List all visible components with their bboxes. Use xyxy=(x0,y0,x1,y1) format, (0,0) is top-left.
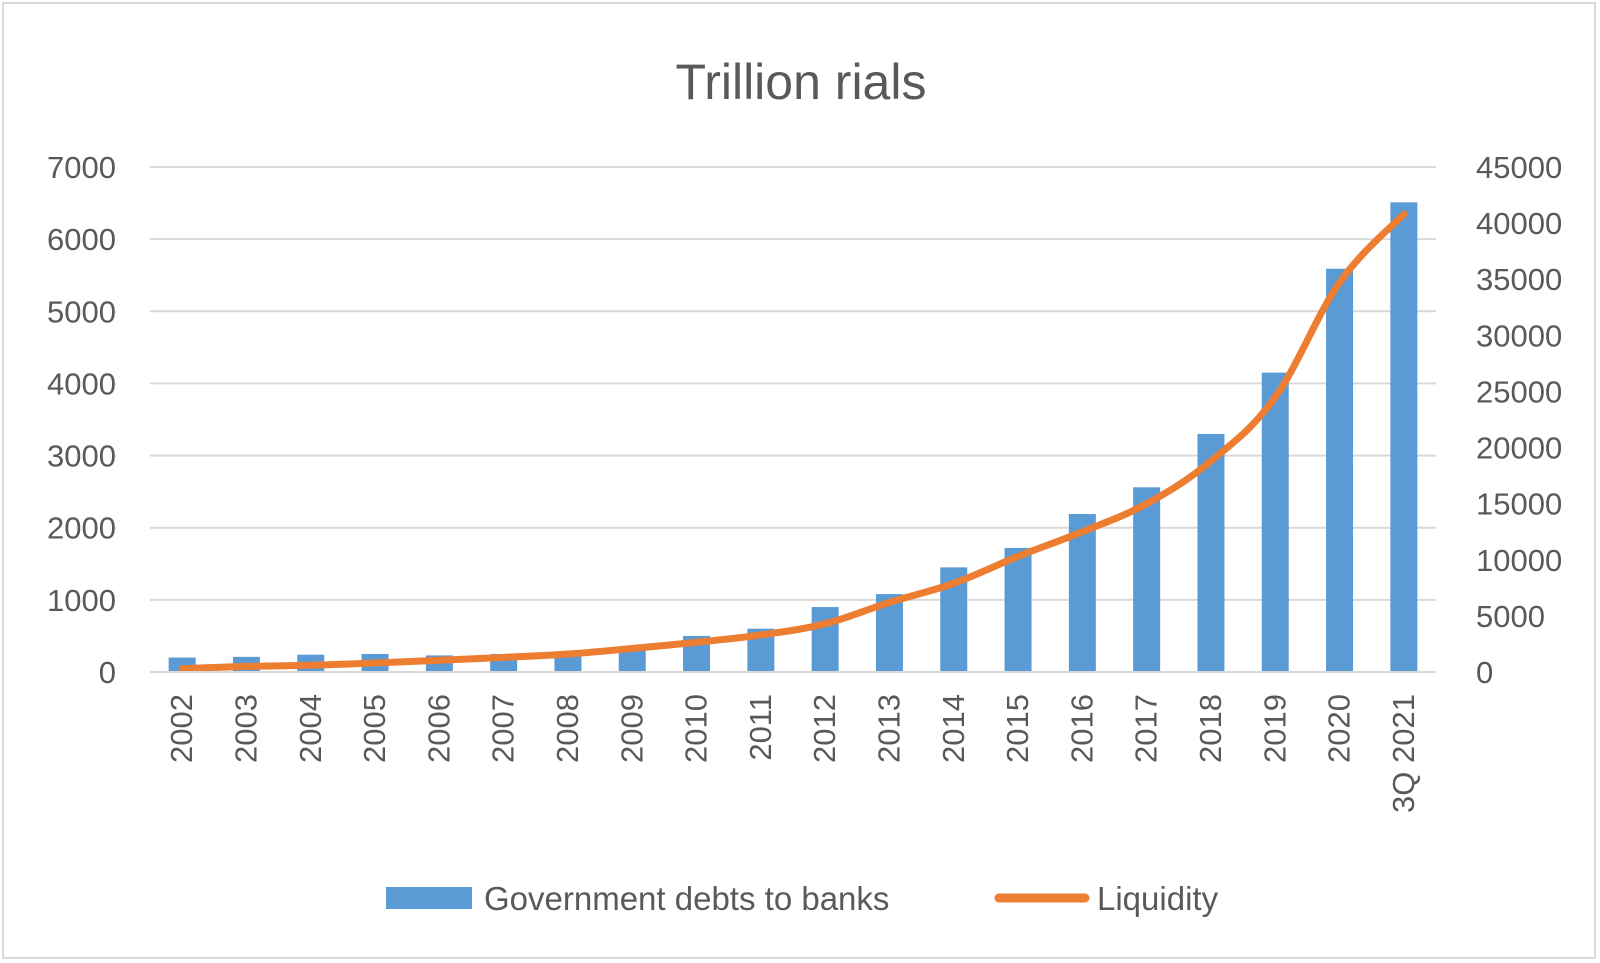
x-tick-label: 2018 xyxy=(1193,694,1228,763)
right-tick-label: 15000 xyxy=(1476,487,1562,522)
right-tick-label: 20000 xyxy=(1476,431,1562,466)
left-tick-label: 5000 xyxy=(47,294,116,329)
chart-title: Trillion rials xyxy=(676,54,927,110)
left-tick-label: 4000 xyxy=(47,366,116,401)
bar xyxy=(1197,433,1225,672)
left-axis: 0 1000 2000 3000 4000 5000 6000 7000 xyxy=(47,150,116,690)
bar xyxy=(1261,372,1289,672)
x-tick-label: 2012 xyxy=(807,694,842,763)
gridlines xyxy=(150,166,1436,673)
x-tick-label: 2019 xyxy=(1257,694,1292,763)
x-tick-label: 2008 xyxy=(550,694,585,763)
left-tick-label: 7000 xyxy=(47,150,116,185)
right-tick-label: 10000 xyxy=(1476,543,1562,578)
x-axis: 2002 2003 2004 2005 2006 2007 2008 2009 2010 2011… xyxy=(150,671,1436,813)
right-tick-label: 5000 xyxy=(1476,599,1545,634)
legend-label-bars: Government debts to banks xyxy=(484,880,889,917)
left-tick-label: 6000 xyxy=(47,222,116,257)
x-tick-label: 2006 xyxy=(421,694,456,763)
x-tick-label: 2005 xyxy=(357,694,392,763)
legend-label-line: Liquidity xyxy=(1097,880,1219,917)
left-tick-label: 2000 xyxy=(47,511,116,546)
legend: Government debts to banks Liquidity xyxy=(386,880,1219,917)
bar xyxy=(1068,514,1096,672)
x-tick-label: 2003 xyxy=(228,694,263,763)
x-tick-label: 2011 xyxy=(743,694,778,761)
x-tick-label: 2007 xyxy=(486,694,521,763)
bar xyxy=(811,607,839,672)
bar xyxy=(1004,547,1032,672)
x-tick-label: 2002 xyxy=(164,694,199,763)
left-tick-label: 0 xyxy=(99,655,116,690)
line-series xyxy=(178,210,1408,673)
legend-swatch-bars xyxy=(386,887,472,909)
right-tick-label: 45000 xyxy=(1476,150,1562,185)
right-tick-label: 40000 xyxy=(1476,206,1562,241)
left-tick-label: 3000 xyxy=(47,439,116,474)
x-tick-label: 2020 xyxy=(1322,694,1357,763)
bar xyxy=(1133,487,1161,672)
bar xyxy=(1326,268,1354,672)
x-tick-label: 2010 xyxy=(679,694,714,763)
x-tick-label: 3Q 2021 xyxy=(1386,694,1421,813)
x-tick-label: 2014 xyxy=(936,694,971,763)
bar-series xyxy=(168,202,1418,672)
liquidity-line xyxy=(178,210,1408,673)
left-tick-label: 1000 xyxy=(47,583,116,618)
x-tick-label: 2017 xyxy=(1129,694,1164,763)
chart-svg: Trillion rials 0 1000 2000 3000 4000 5000 6000… xyxy=(47,54,1562,917)
right-tick-label: 0 xyxy=(1476,655,1493,690)
right-axis: 0 5000 10000 15000 20000 25000 30000 35000 40000… xyxy=(1476,150,1562,690)
right-tick-label: 30000 xyxy=(1476,318,1562,353)
right-tick-label: 25000 xyxy=(1476,374,1562,409)
x-tick-label: 2015 xyxy=(1000,694,1035,763)
x-tick-label: 2016 xyxy=(1064,694,1099,763)
x-tick-label: 2013 xyxy=(871,694,906,763)
right-tick-label: 35000 xyxy=(1476,262,1562,297)
x-tick-label: 2009 xyxy=(614,694,649,763)
x-tick-label: 2004 xyxy=(293,694,328,763)
bar xyxy=(1390,202,1418,672)
